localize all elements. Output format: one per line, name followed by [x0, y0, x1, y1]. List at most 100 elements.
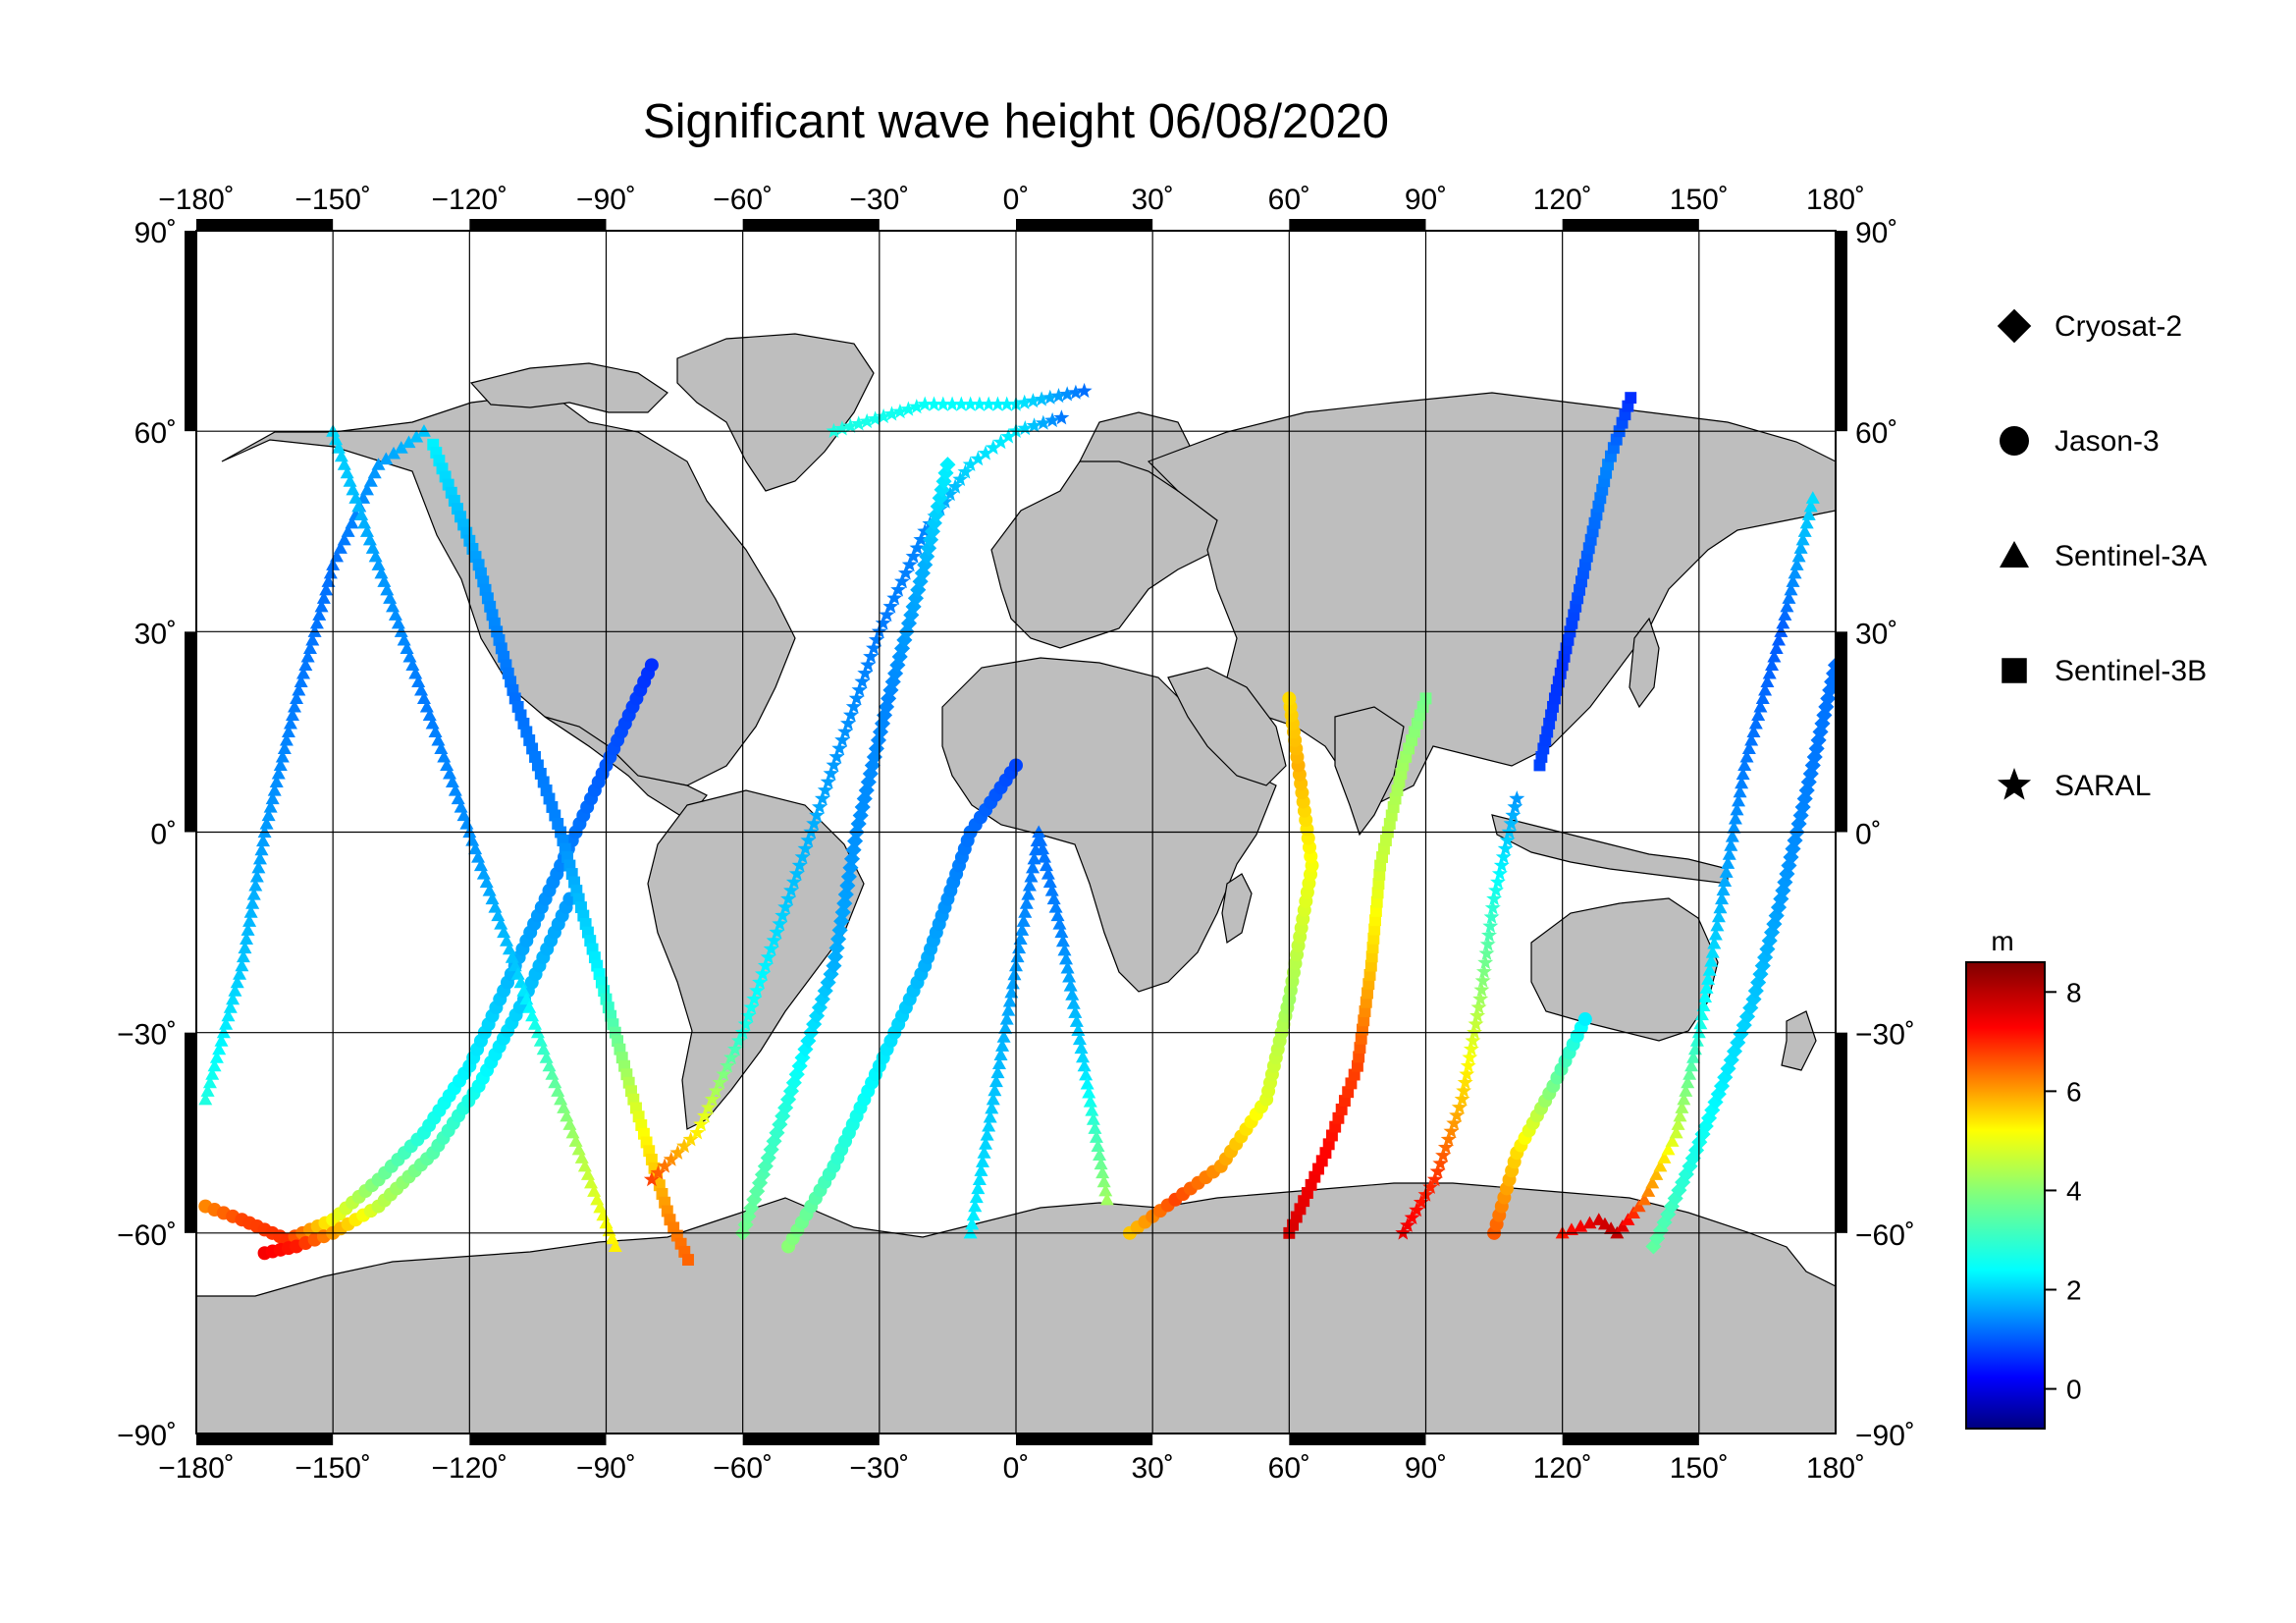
lon-tick-label-top: 90˚ [1405, 184, 1447, 216]
track-point-star [697, 1108, 713, 1123]
lat-tick-label-right: 30˚ [1855, 618, 1897, 650]
frame-bar-right [1836, 231, 1847, 432]
track-point-square [1397, 759, 1410, 772]
track-point-triangle [1661, 1142, 1676, 1156]
track-point-star [800, 832, 817, 847]
track-point-square [549, 809, 561, 822]
track-point-triangle [1735, 776, 1749, 789]
track-point-star [1468, 1015, 1484, 1031]
track-point-triangle [1046, 892, 1061, 905]
track-point-square [1547, 700, 1559, 713]
track-point-square [493, 633, 506, 646]
track-point-triangle [1077, 1058, 1092, 1072]
satellite-track [963, 825, 1114, 1239]
track-point-square [682, 1254, 694, 1267]
track-point-triangle [223, 1001, 238, 1013]
track-point-triangle [351, 499, 366, 513]
track-point-star [944, 396, 960, 411]
track-point-triangle [1050, 908, 1065, 922]
track-point-triangle [331, 441, 346, 454]
track-point-triangle [468, 841, 483, 855]
track-point-square [1348, 1068, 1361, 1081]
track-point-triangle [209, 1051, 224, 1063]
track-point-star [868, 631, 884, 647]
track-point-square [1372, 878, 1385, 891]
track-point-square [1332, 1111, 1345, 1124]
track-point-star [1470, 999, 1487, 1014]
track-point-triangle [1088, 1121, 1102, 1134]
track-point-star [1463, 1041, 1479, 1056]
track-point-star [1404, 1209, 1420, 1225]
track-point-triangle [316, 591, 331, 604]
track-point-triangle [1684, 1058, 1699, 1072]
track-point-star [726, 1041, 743, 1056]
track-point-triangle [348, 491, 363, 504]
track-point-triangle [1803, 499, 1818, 513]
track-point-square [635, 1119, 648, 1131]
track-point-triangle [1001, 1002, 1016, 1016]
track-point-square [514, 709, 527, 722]
track-point-triangle [1702, 963, 1717, 976]
track-point-square [1586, 525, 1599, 538]
track-point-triangle [991, 1056, 1006, 1070]
track-point-star [760, 948, 776, 964]
track-point-triangle [1665, 1134, 1680, 1147]
track-point-triangle [1641, 1184, 1656, 1197]
track-point-star [700, 1099, 717, 1114]
track-point-star [913, 531, 930, 547]
track-point-triangle [357, 515, 372, 529]
track-point-triangle [279, 732, 294, 746]
track-point-triangle [1751, 708, 1766, 722]
track-point-triangle [1074, 1041, 1089, 1055]
track-point-triangle [510, 967, 525, 980]
track-point-square [1329, 1120, 1342, 1133]
track-point-triangle [386, 599, 400, 613]
track-point-star [900, 401, 917, 416]
track-point-triangle [205, 1067, 220, 1080]
track-point-square [517, 717, 530, 730]
track-point-star [1041, 389, 1058, 405]
track-point-star [766, 932, 782, 947]
track-point-square [1391, 784, 1404, 796]
legend-item: Sentinel-3A [2000, 540, 2207, 572]
track-point-star [682, 1131, 699, 1147]
track-point-triangle [1793, 541, 1808, 554]
track-point-square [1360, 996, 1372, 1008]
track-point-star [1473, 982, 1490, 998]
track-point-triangle [1769, 641, 1784, 654]
lon-tick-label-top: 60˚ [1268, 184, 1310, 216]
track-point-star [1016, 394, 1033, 409]
track-point-triangle [1022, 878, 1037, 892]
track-point-triangle [288, 699, 302, 713]
track-point-star [942, 486, 958, 502]
track-point-triangle [242, 914, 257, 927]
track-point-square [1596, 483, 1609, 496]
lon-tick-label-top: −60˚ [713, 184, 773, 216]
colorbar-tick-label: 6 [2066, 1076, 2082, 1107]
track-point-triangle [1034, 834, 1048, 846]
track-point-square [488, 617, 501, 629]
track-point-star [809, 807, 825, 823]
lon-tick-label-top: 120˚ [1533, 184, 1592, 216]
track-point-triangle [985, 1101, 999, 1114]
track-point-star [650, 1164, 667, 1180]
track-point-triangle [1753, 699, 1768, 713]
track-point-triangle [1044, 884, 1059, 896]
track-point-square [1403, 742, 1415, 755]
track-point-square [1395, 768, 1408, 780]
track-point-triangle [243, 905, 258, 918]
track-point-triangle [1721, 856, 1735, 869]
track-point-star [905, 548, 922, 564]
landmass-japan [1629, 617, 1660, 709]
track-point-star [1459, 1065, 1475, 1081]
track-point-triangle [346, 482, 360, 496]
track-point-triangle [256, 834, 271, 847]
track-point-triangle [471, 850, 486, 863]
track-point-triangle [216, 1025, 231, 1039]
track-point-square [1353, 1051, 1365, 1063]
track-point-triangle [530, 1025, 545, 1039]
track-point-triangle [1069, 1014, 1084, 1027]
colorbar-gradient [1965, 961, 2046, 1430]
track-point-triangle [1032, 825, 1046, 839]
track-point-square [469, 551, 482, 564]
